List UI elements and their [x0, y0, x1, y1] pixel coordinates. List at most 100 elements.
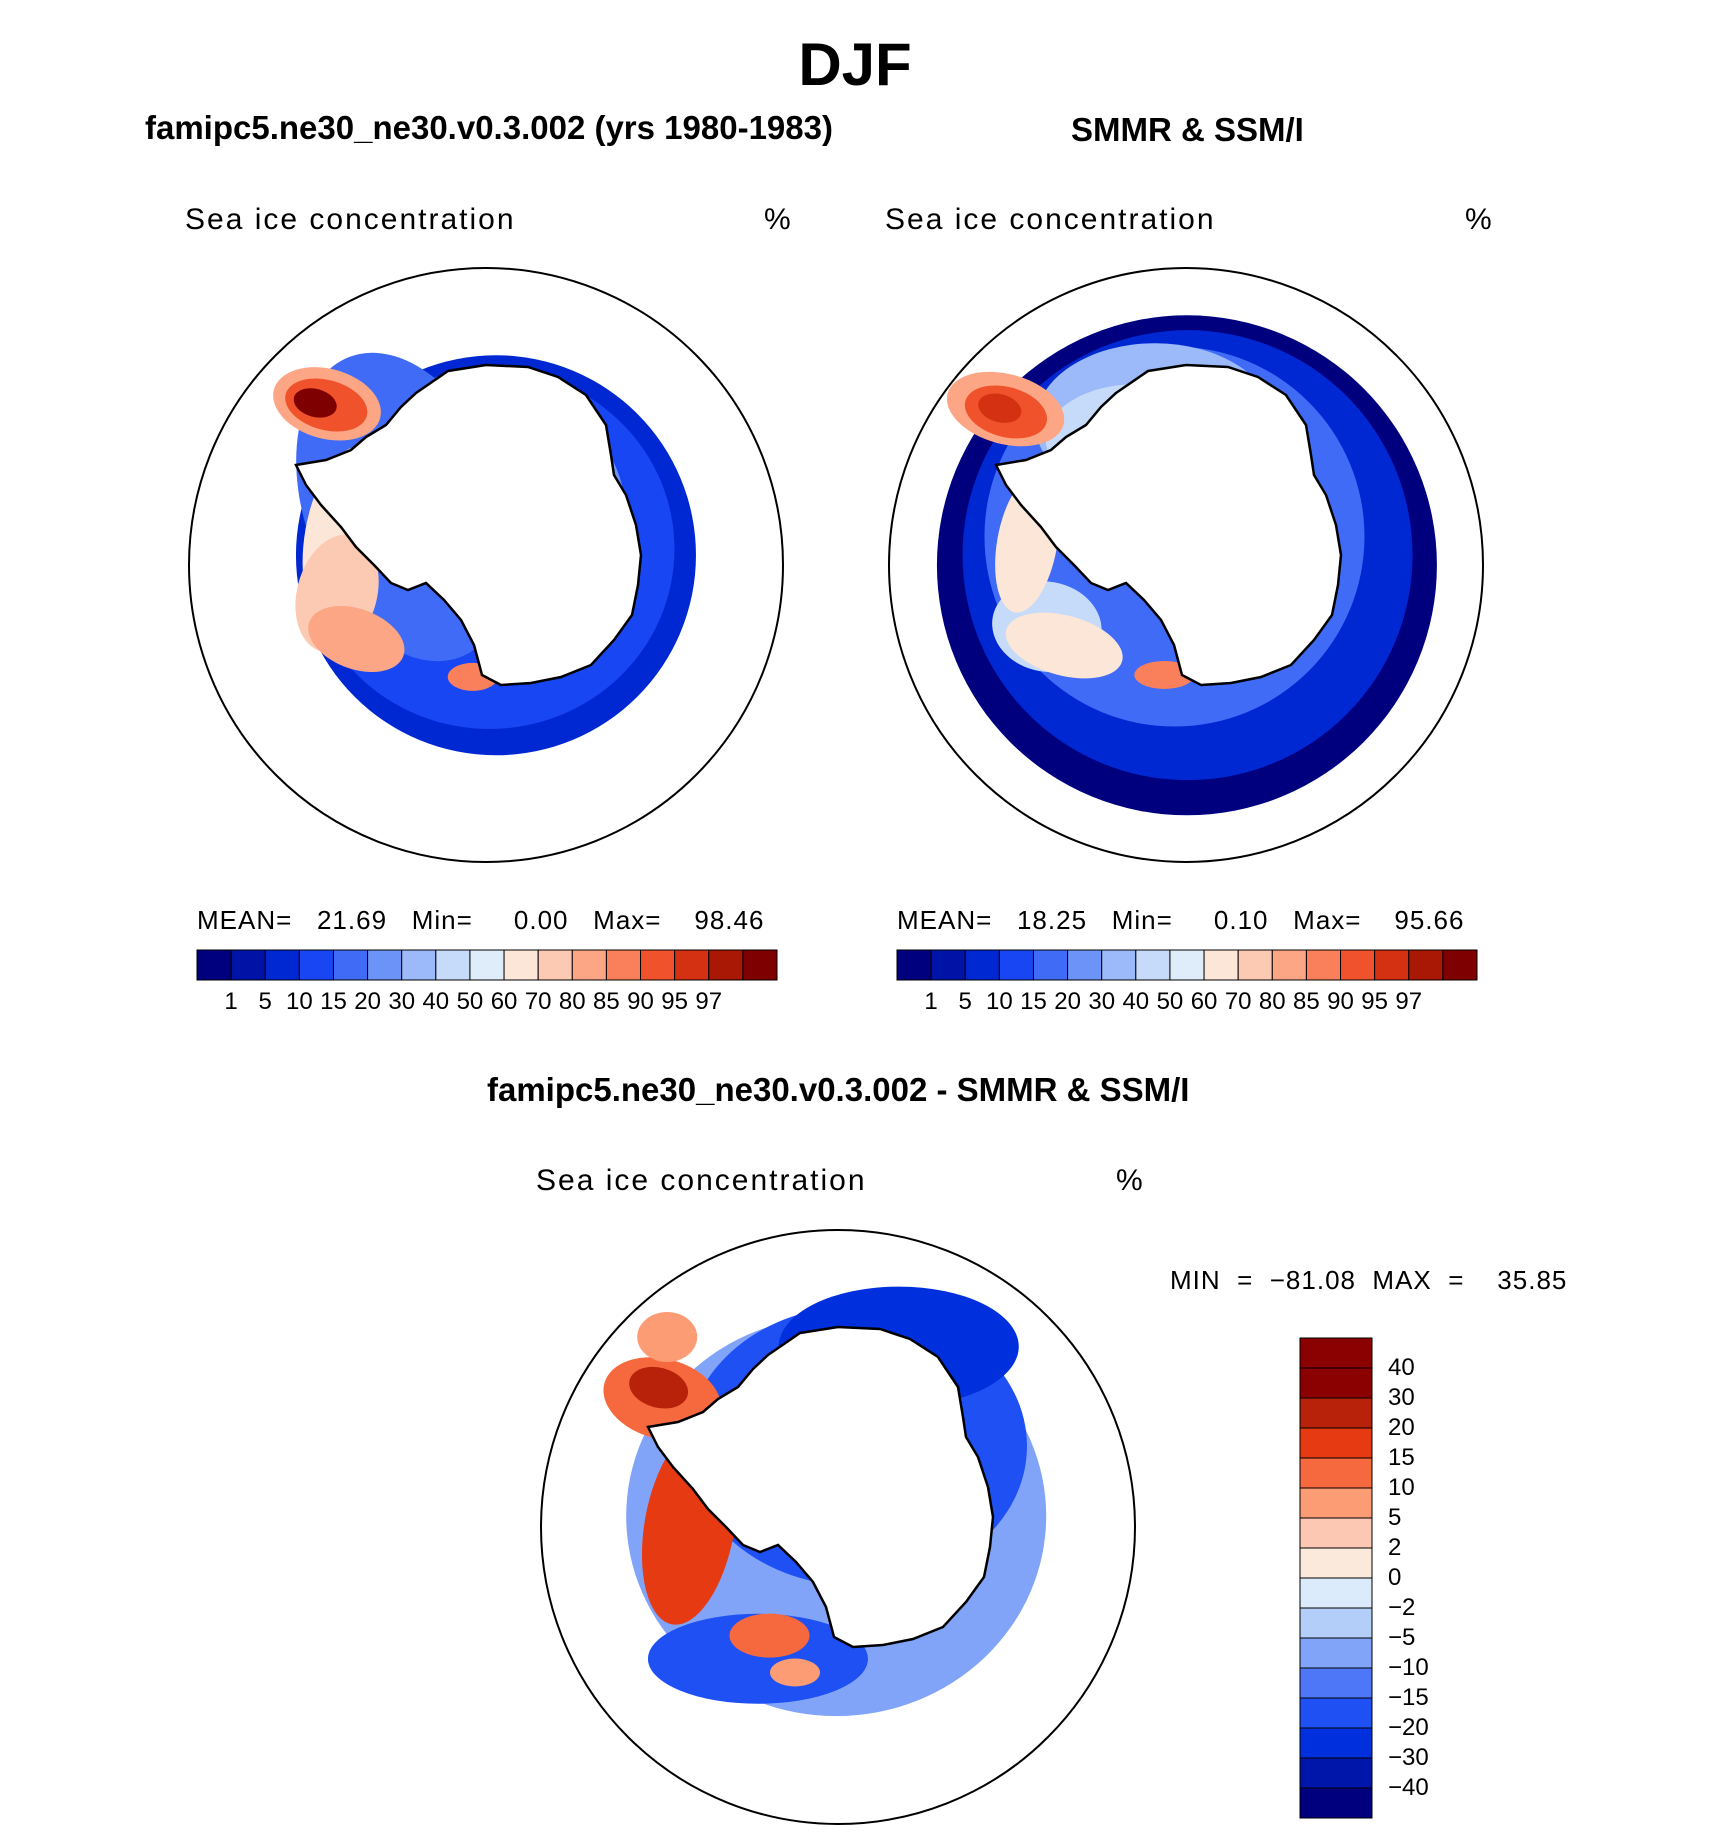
colorbar-swatch: [503, 949, 539, 981]
model-stats: MEAN= 21.69 Min= 0.00 Max= 98.46: [197, 905, 765, 935]
colorbar-tick-label: 90: [627, 988, 654, 1015]
colorbar-swatch: [469, 949, 505, 981]
colorbar-tick-label: −5: [1388, 1624, 1416, 1651]
diff-bellingshausen-core: [629, 1366, 689, 1409]
colorbar-tick-label: 5: [958, 988, 972, 1015]
colorbar-swatch: [930, 949, 966, 981]
colorbar-tick-label: 5: [258, 988, 272, 1015]
diff-ross-positive: [729, 1613, 810, 1658]
diff-positive: [637, 1311, 698, 1362]
colorbar-tick-label: 60: [490, 988, 518, 1015]
colorbar-swatch: [1299, 1787, 1373, 1819]
colorbar-tick-label: −15: [1388, 1684, 1429, 1711]
ice-ross: [1005, 612, 1123, 679]
colorbar-swatch: [1299, 1397, 1373, 1429]
colorbar-tick-label: −30: [1388, 1744, 1429, 1771]
colorbar-tick-label: 85: [593, 988, 620, 1015]
diff-subtitle-left: Sea ice concentration: [536, 1164, 867, 1197]
colorbar-tick-label: 20: [1054, 988, 1081, 1015]
colorbar-tick-label: −2: [1388, 1594, 1416, 1621]
colorbar-swatch: [1067, 949, 1103, 981]
model-map: [188, 267, 784, 863]
diff-colorbar: [1299, 1337, 1373, 1819]
colorbar-tick-label: 15: [320, 988, 347, 1015]
colorbar-swatch: [1299, 1697, 1373, 1729]
colorbar-tick-label: 20: [1388, 1414, 1415, 1441]
colorbar-swatch: [1442, 949, 1478, 981]
colorbar-tick-label: 50: [1156, 988, 1184, 1015]
colorbar-tick-label: 95: [1361, 988, 1388, 1015]
obs-colorbar-ticks: 1 5 10 15 20 30 40 50 60 70 80 85 90 95 97: [897, 988, 1477, 1018]
colorbar-swatch: [264, 949, 300, 981]
colorbar-swatch: [1299, 1337, 1373, 1369]
colorbar-tick-label: 70: [1224, 988, 1252, 1015]
colorbar-tick-label: −40: [1388, 1774, 1429, 1801]
ice-bellingshausen-core: [293, 388, 337, 418]
diff-map: [540, 1229, 1136, 1825]
ice-ross-shelf: [308, 606, 405, 672]
model-subtitle-left: Sea ice concentration: [185, 203, 516, 236]
colorbar-swatch: [1101, 949, 1137, 981]
diff-colorbar-ticks: 40 30 20 15 10 5 2 0 −2 −5 −10 −15 −20 −30 −40: [1388, 1338, 1478, 1818]
colorbar-swatch: [674, 949, 710, 981]
colorbar-tick-label: 10: [285, 988, 313, 1015]
colorbar-tick-label: 0: [1388, 1564, 1402, 1591]
colorbar-swatch: [640, 949, 676, 981]
colorbar-swatch: [742, 949, 778, 981]
colorbar-swatch: [998, 949, 1034, 981]
colorbar-swatch: [230, 949, 266, 981]
colorbar-swatch: [1169, 949, 1205, 981]
colorbar-swatch: [1032, 949, 1069, 981]
colorbar-tick-label: 15: [1020, 988, 1047, 1015]
colorbar-tick-label: 2: [1388, 1534, 1402, 1561]
colorbar-swatch: [896, 949, 932, 981]
colorbar-tick-label: 60: [1190, 988, 1218, 1015]
colorbar-swatch: [196, 949, 232, 981]
colorbar-tick-label: 10: [1388, 1474, 1415, 1501]
colorbar-swatch: [1299, 1457, 1373, 1489]
diff-map-boundary: [540, 1229, 1136, 1825]
colorbar-swatch: [435, 949, 471, 981]
colorbar-tick-label: 50: [456, 988, 484, 1015]
colorbar-swatch: [1237, 949, 1273, 981]
colorbar-swatch: [708, 949, 744, 981]
colorbar-tick-label: 95: [661, 988, 688, 1015]
colorbar-tick-label: −20: [1388, 1714, 1429, 1741]
colorbar-swatch: [1271, 949, 1307, 981]
colorbar-swatch: [1305, 949, 1342, 981]
colorbar-tick-label: 30: [1088, 988, 1116, 1015]
colorbar-swatch: [1299, 1757, 1373, 1789]
colorbar-swatch: [1299, 1367, 1373, 1399]
colorbar-swatch: [1374, 949, 1410, 981]
diff-panel-title: famipc5.ne30_ne30.v0.3.002 - SMMR & SSM/…: [487, 1071, 1190, 1108]
colorbar-tick-label: 1: [924, 988, 938, 1015]
colorbar-swatch: [605, 949, 642, 981]
colorbar-swatch: [1408, 949, 1444, 981]
colorbar-tick-label: 40: [1388, 1354, 1415, 1381]
colorbar-tick-label: 20: [354, 988, 381, 1015]
diff-stats: MIN = −81.08 MAX = 35.85: [1170, 1265, 1568, 1295]
colorbar-tick-label: 80: [1258, 988, 1286, 1015]
colorbar-swatch: [1299, 1607, 1373, 1639]
colorbar-tick-label: 40: [422, 988, 450, 1015]
colorbar-tick-label: 70: [524, 988, 552, 1015]
colorbar-tick-label: 1: [224, 988, 238, 1015]
colorbar-tick-label: 97: [695, 988, 723, 1015]
ice-bellingshausen-core: [978, 393, 1022, 423]
colorbar-swatch: [1299, 1427, 1373, 1459]
diff-subtitle-right: %: [1116, 1164, 1145, 1197]
obs-subtitle-left: Sea ice concentration: [885, 203, 1216, 236]
model-panel-title: famipc5.ne30_ne30.v0.3.002 (yrs 1980-198…: [145, 109, 833, 146]
colorbar-swatch: [964, 949, 1000, 981]
obs-map: [888, 267, 1484, 863]
colorbar-swatch: [537, 949, 573, 981]
figure-title: DJF: [798, 31, 912, 98]
colorbar-swatch: [571, 949, 607, 981]
colorbar-tick-label: 40: [1122, 988, 1150, 1015]
colorbar-swatch: [1340, 949, 1376, 981]
colorbar-tick-label: 90: [1327, 988, 1354, 1015]
diff-amundsen: [769, 1658, 820, 1687]
colorbar-tick-label: 10: [985, 988, 1013, 1015]
colorbar-swatch: [1135, 949, 1171, 981]
model-antarctica-land: [294, 363, 643, 687]
